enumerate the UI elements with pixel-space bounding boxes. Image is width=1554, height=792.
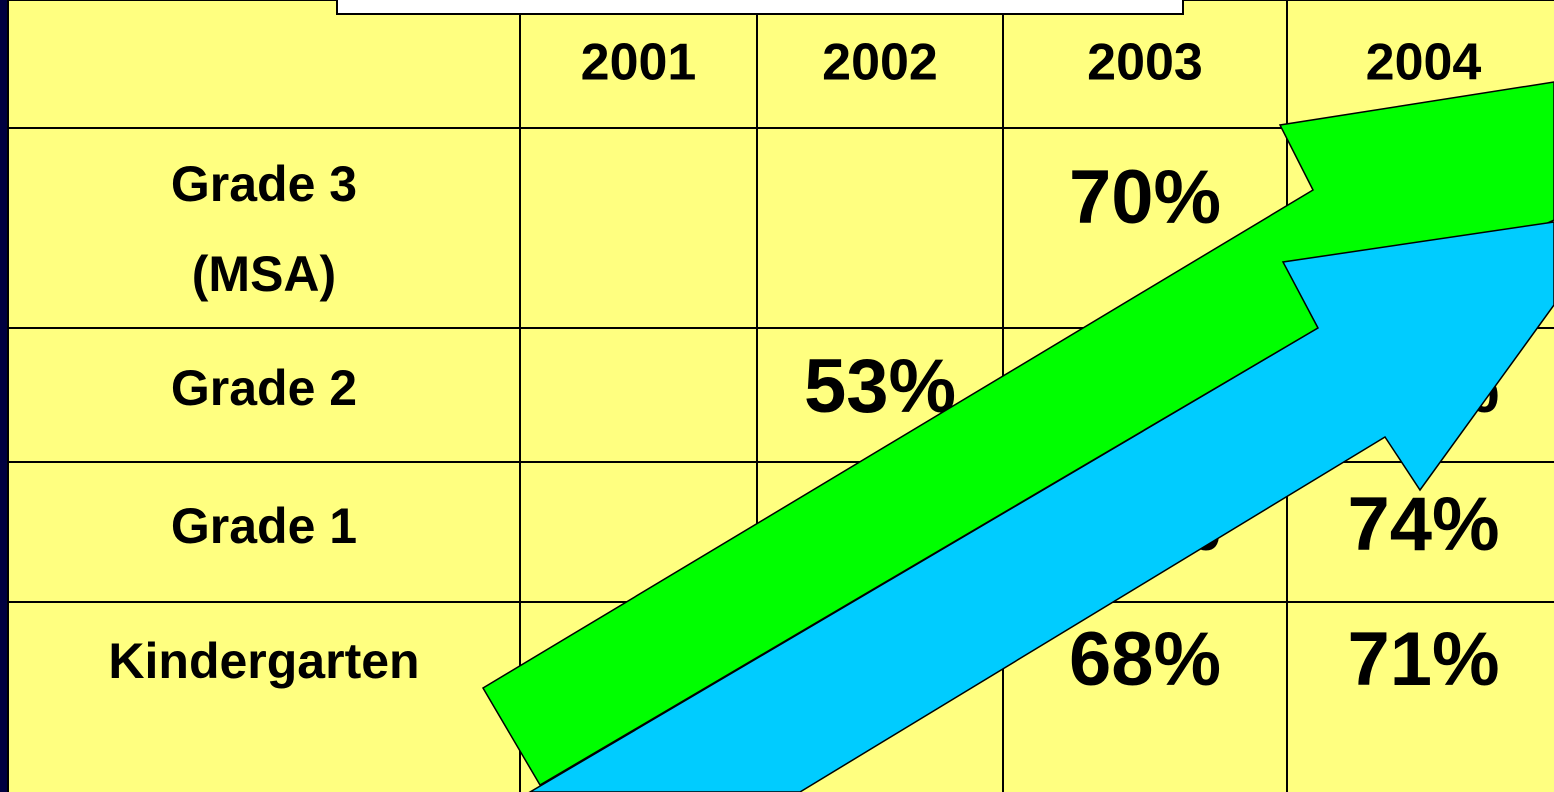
cell-value: 53% — [804, 344, 956, 429]
row-label: Grade 1 — [171, 498, 357, 554]
row-label: Kindergarten — [108, 633, 419, 689]
row-label: Grade 2 — [171, 360, 357, 416]
title-box — [336, 0, 1184, 15]
cell-value: 70% — [1069, 155, 1221, 240]
column-header: 2003 — [1087, 34, 1203, 92]
blue-arrow — [528, 221, 1554, 792]
green-arrow — [481, 81, 1554, 787]
row-label: (MSA) — [192, 246, 336, 302]
column-header: 2002 — [822, 34, 938, 92]
cell-value: 68% — [1069, 617, 1221, 702]
column-header: 2001 — [581, 34, 697, 92]
cell-value: 74% — [1347, 482, 1499, 567]
column-header: 2004 — [1366, 34, 1482, 92]
cell-value: 71% — [1347, 617, 1499, 702]
row-label: Grade 3 — [171, 156, 357, 212]
